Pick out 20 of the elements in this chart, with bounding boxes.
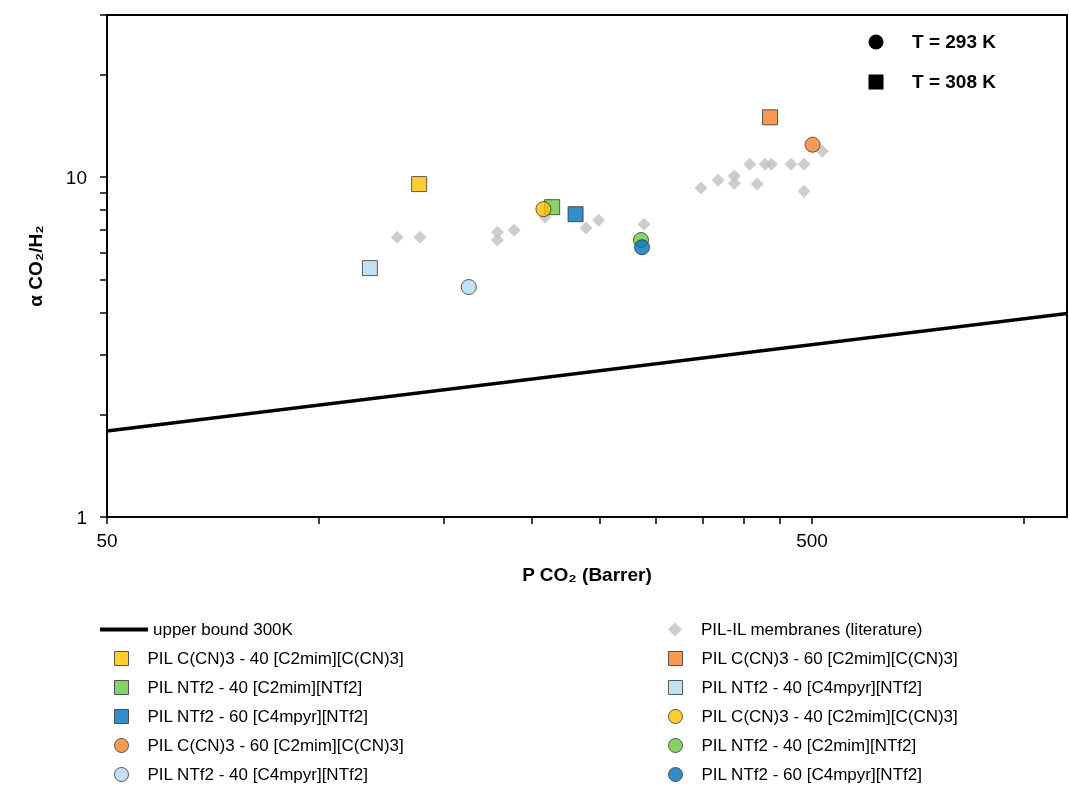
annotation: T = 293 K — [912, 31, 996, 53]
annotation: T = 308 K — [912, 71, 996, 93]
legend-label: PIL NTf2 - 60 [C4mpyr][NTf2] — [701, 765, 922, 784]
legend-label: upper bound 300K — [153, 620, 294, 639]
y-tick-label: 1 — [76, 506, 87, 528]
legend-label: PIL C(CN)3 - 60 [C2mim][C(CN)3] — [701, 649, 958, 668]
x-axis-title: P CO₂ (Barrer) — [522, 564, 652, 585]
y-tick-label: 10 — [65, 166, 87, 188]
legend-label: PIL C(CN)3 - 40 [C2mim][C(CN)3] — [147, 649, 404, 668]
legend-label: PIL-IL membranes (literature) — [701, 620, 923, 639]
legend-label: PIL C(CN)3 - 40 [C2mim][C(CN)3] — [701, 707, 958, 726]
legend-label: PIL NTf2 - 40 [C2mim][NTf2] — [147, 678, 363, 697]
x-tick-label: 500 — [796, 530, 828, 551]
legend-label: PIL NTf2 - 40 [C2mim][NTf2] — [701, 736, 917, 755]
legend-label: PIL C(CN)3 - 60 [C2mim][C(CN)3] — [147, 736, 404, 755]
legend-label: PIL NTf2 - 40 [C4mpyr][NTf2] — [147, 765, 368, 784]
x-tick-label: 50 — [96, 530, 118, 551]
legend-label: PIL NTf2 - 60 [C4mpyr][NTf2] — [147, 707, 368, 726]
legend-label: PIL NTf2 - 40 [C4mpyr][NTf2] — [701, 678, 922, 697]
y-axis-title: α CO₂/H₂ — [25, 225, 46, 307]
